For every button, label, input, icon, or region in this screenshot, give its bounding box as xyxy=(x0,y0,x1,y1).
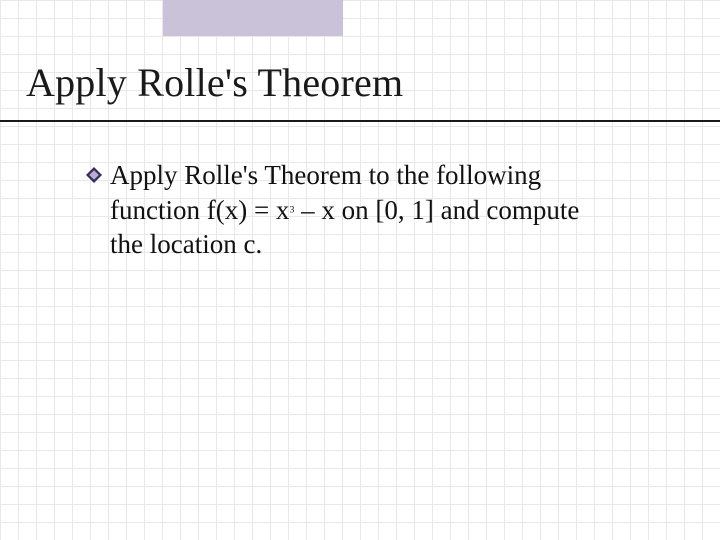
bullet-text-block: Apply Rolle's Theorem to the following f… xyxy=(110,158,579,262)
slide: Apply Rolle's Theorem Apply Rolle's Theo… xyxy=(0,0,720,540)
body-line-3: the location c. xyxy=(110,229,262,259)
bullet-item: Apply Rolle's Theorem to the following f… xyxy=(86,158,650,262)
diamond-bullet-icon xyxy=(86,167,102,188)
body-line-2b: – x on [0, 1] and compute xyxy=(294,195,579,225)
title-area: Apply Rolle's Theorem xyxy=(26,62,680,110)
top-shade-block xyxy=(163,0,343,36)
body-line-1: Apply Rolle's Theorem to the following xyxy=(110,160,541,190)
title-underline xyxy=(0,120,720,122)
body-area: Apply Rolle's Theorem to the following f… xyxy=(86,158,650,262)
slide-title: Apply Rolle's Theorem xyxy=(26,62,680,104)
body-line-2a: function f(x) = x xyxy=(110,195,289,225)
